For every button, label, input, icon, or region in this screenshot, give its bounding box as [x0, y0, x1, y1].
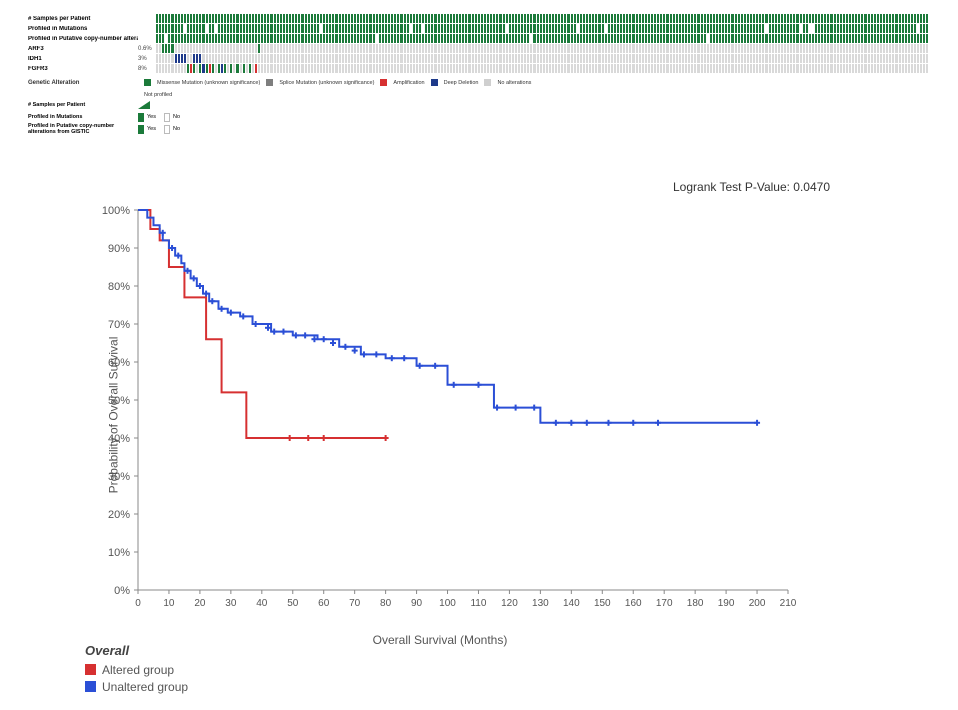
track-label: Profiled in Putative copy-number alterat… [28, 36, 138, 42]
svg-text:50: 50 [287, 598, 299, 609]
track-cells [156, 64, 928, 73]
track-pct: 3% [138, 56, 156, 62]
alteration-legend: Genetic AlterationMissense Mutation (unk… [28, 79, 928, 86]
svg-text:110: 110 [470, 598, 486, 609]
svg-text:70%: 70% [108, 319, 130, 331]
svg-text:0%: 0% [114, 585, 130, 597]
legend-label: Altered group [102, 663, 174, 677]
svg-text:180: 180 [687, 598, 704, 609]
svg-text:120: 120 [501, 598, 518, 609]
oncoprint-track: # Samples per Patient [28, 14, 928, 23]
svg-text:200: 200 [749, 598, 766, 609]
oncoprint-panel: # Samples per Patient Profiled in Mutatio… [28, 14, 928, 134]
svg-text:190: 190 [718, 598, 735, 609]
km-curve [138, 210, 757, 423]
svg-text:10: 10 [163, 598, 175, 609]
svg-text:40: 40 [256, 598, 268, 609]
track-label: # Samples per Patient [28, 16, 138, 22]
oncoprint-track: IDH13% [28, 54, 928, 63]
km-legend-title: Overall [85, 643, 188, 658]
legend-swatch [85, 681, 96, 692]
track-cells [156, 54, 928, 63]
km-chart-container: Logrank Test P-Value: 0.0470 Probability… [80, 185, 800, 645]
svg-text:90: 90 [411, 598, 423, 609]
track-cells [156, 44, 928, 53]
track-label: IDH1 [28, 56, 138, 62]
km-legend-item: Unaltered group [85, 678, 188, 695]
km-xlabel: Overall Survival (Months) [373, 633, 508, 647]
track-label: FGFR3 [28, 66, 138, 72]
oncoprint-track: Profiled in Mutations [28, 24, 928, 33]
svg-text:0: 0 [135, 598, 141, 609]
km-pvalue-label: Logrank Test P-Value: 0.0470 [673, 180, 830, 194]
km-legend-item: Altered group [85, 661, 188, 678]
svg-text:100%: 100% [102, 205, 130, 217]
svg-text:20: 20 [194, 598, 206, 609]
svg-text:90%: 90% [108, 243, 130, 255]
km-legend: Overall Altered group Unaltered group [85, 643, 188, 695]
km-svg: 0%10%20%30%40%50%60%70%80%90%100%0102030… [80, 185, 800, 645]
svg-text:170: 170 [656, 598, 673, 609]
oncoprint-track: FGFR38% [28, 64, 928, 73]
oncoprint-track: Profiled in Putative copy-number alterat… [28, 34, 928, 43]
svg-text:80: 80 [380, 598, 392, 609]
oncoprint-track: ARF30.6% [28, 44, 928, 53]
svg-text:150: 150 [594, 598, 611, 609]
svg-text:210: 210 [780, 598, 797, 609]
track-cells [156, 34, 928, 43]
track-pct: 0.6% [138, 46, 156, 52]
km-ylabel: Probability of Overall Survival [106, 337, 120, 494]
track-cells [156, 14, 928, 23]
svg-text:140: 140 [563, 598, 580, 609]
svg-text:70: 70 [349, 598, 361, 609]
track-cells [156, 24, 928, 33]
svg-text:130: 130 [532, 598, 549, 609]
legend-label: Unaltered group [102, 680, 188, 694]
svg-text:100: 100 [439, 598, 456, 609]
svg-text:60: 60 [318, 598, 330, 609]
svg-text:20%: 20% [108, 509, 130, 521]
svg-text:30: 30 [225, 598, 237, 609]
svg-text:10%: 10% [108, 547, 130, 559]
svg-text:160: 160 [625, 598, 642, 609]
track-label: ARF3 [28, 46, 138, 52]
legend-swatch [85, 664, 96, 675]
svg-text:80%: 80% [108, 281, 130, 293]
track-label: Profiled in Mutations [28, 26, 138, 32]
track-pct: 8% [138, 66, 156, 72]
